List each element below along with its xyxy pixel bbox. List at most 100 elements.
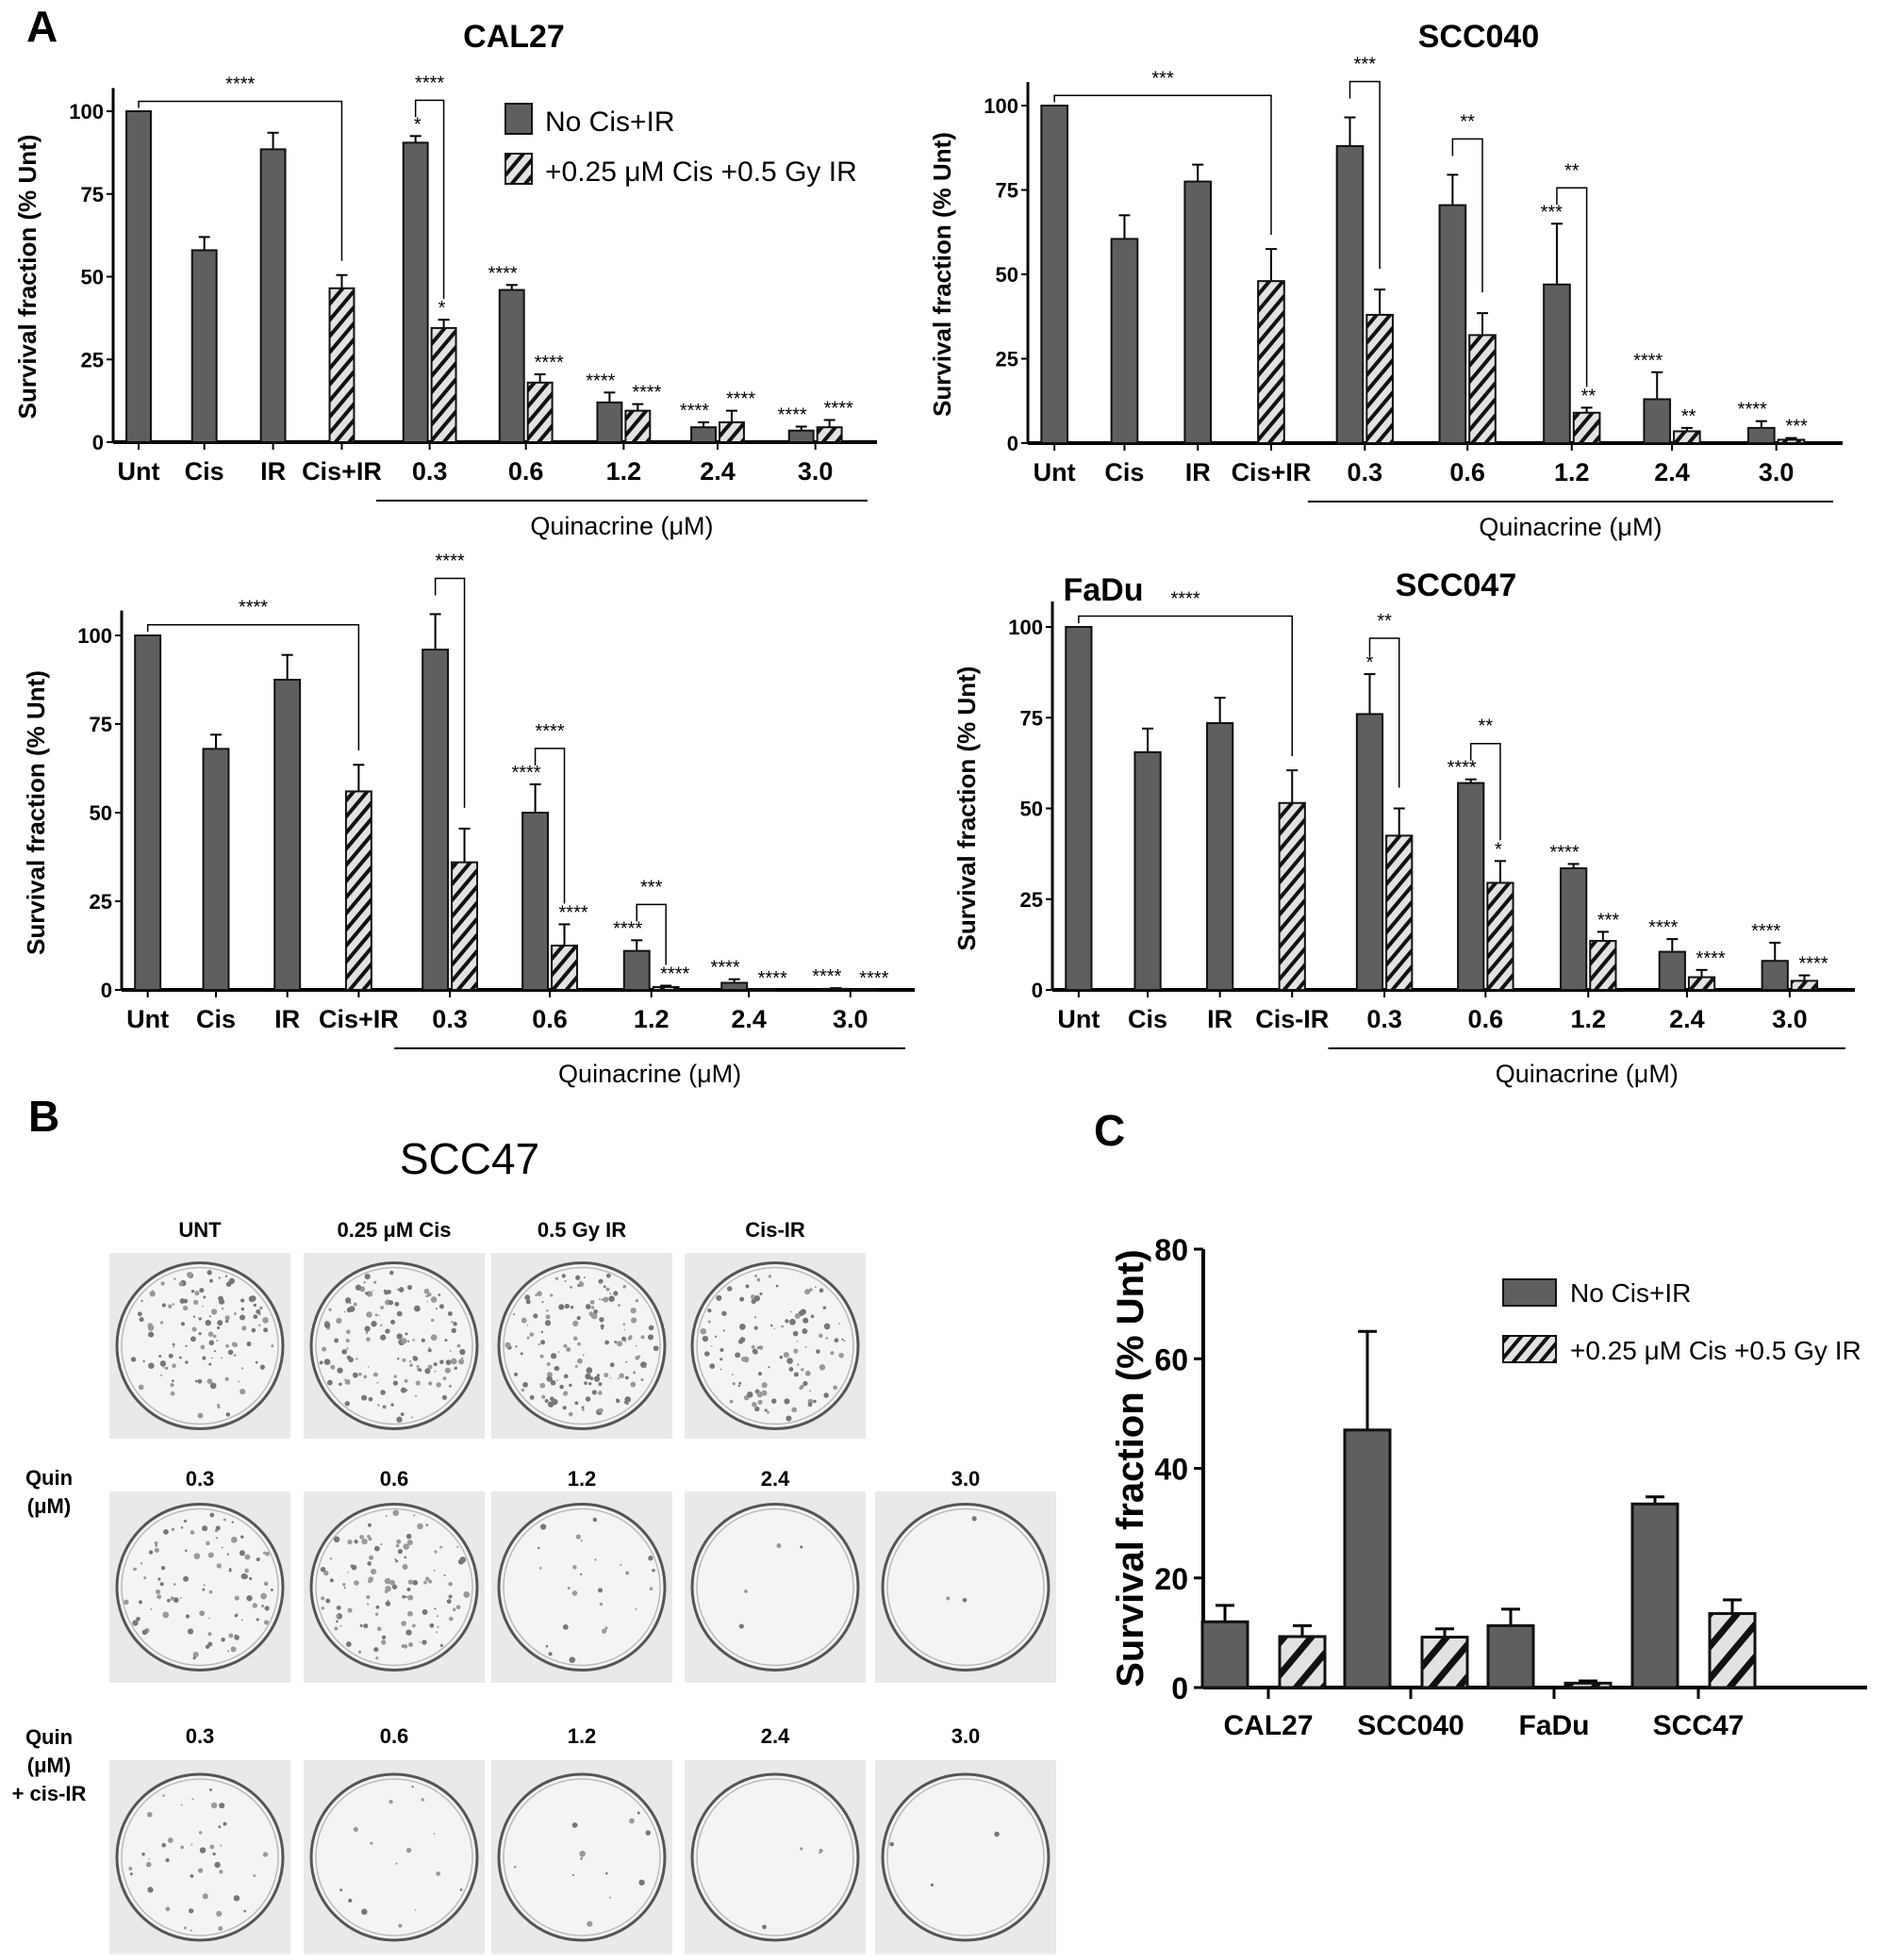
significance-label: **** <box>758 968 787 989</box>
colony <box>402 1564 408 1571</box>
colony <box>154 1541 158 1545</box>
colony <box>587 1920 593 1927</box>
colony <box>577 1342 581 1346</box>
significance-label: **** <box>824 398 853 419</box>
significance-label: * <box>1495 839 1502 860</box>
bar-no-cis-ir <box>622 949 651 992</box>
colony <box>598 1278 604 1284</box>
colony <box>522 1381 528 1388</box>
colony <box>396 1310 403 1317</box>
bar-cis-ir <box>1385 834 1414 991</box>
significance-bracket <box>1469 742 1501 841</box>
bar-no-cis-ir <box>1630 1502 1679 1689</box>
colony <box>231 1342 237 1347</box>
colony <box>405 1629 412 1636</box>
colony <box>449 1350 452 1352</box>
colony <box>216 1537 219 1540</box>
x-tick-label: 0.6 <box>508 457 544 486</box>
colony <box>401 1621 407 1626</box>
colony <box>540 1330 544 1334</box>
colony <box>262 1317 269 1324</box>
survival-chart-cal27: CAL27 0 25 50 75 100 Survival fraction (% Unt)… <box>13 19 877 540</box>
colony <box>439 1359 444 1364</box>
colony <box>380 1324 383 1327</box>
colony <box>810 1314 815 1319</box>
colony <box>409 1363 413 1367</box>
colony <box>394 1301 400 1307</box>
colony <box>347 1572 349 1573</box>
colony <box>214 1861 221 1869</box>
bar-no-cis-ir <box>1560 867 1588 992</box>
colony <box>505 1342 511 1348</box>
colony <box>345 1641 352 1647</box>
colony <box>575 1534 581 1540</box>
colony <box>381 1635 387 1639</box>
significance-label: **** <box>680 401 709 421</box>
colony <box>410 1416 413 1419</box>
colony <box>343 1310 346 1313</box>
colony <box>604 1340 610 1345</box>
x-tick-label: Cis+IR <box>319 1005 399 1033</box>
colony <box>158 1355 162 1359</box>
colony <box>456 1546 459 1548</box>
colony <box>207 1641 213 1647</box>
colony <box>150 1608 153 1610</box>
colony <box>162 1794 165 1797</box>
colony <box>263 1327 269 1333</box>
x-tick-label: 2.4 <box>731 1005 767 1033</box>
colony <box>758 1372 763 1376</box>
colony <box>459 1348 466 1356</box>
colony <box>598 1588 604 1593</box>
colony <box>563 1345 565 1347</box>
colony <box>371 1320 377 1327</box>
colony <box>372 1372 378 1377</box>
colony <box>238 1380 240 1383</box>
colony <box>581 1406 584 1409</box>
colony <box>202 1893 208 1900</box>
colony <box>406 1340 410 1342</box>
colony <box>790 1310 792 1313</box>
significance-label: **** <box>1751 921 1780 942</box>
colony <box>259 1306 263 1310</box>
petri-dish <box>690 1772 860 1942</box>
colony <box>600 1324 604 1328</box>
colony <box>557 1351 560 1353</box>
colony <box>629 1335 633 1339</box>
bar-no-cis-ir <box>521 812 550 991</box>
petri-dish <box>309 1772 479 1942</box>
colony <box>356 1358 358 1360</box>
colony <box>428 1346 431 1349</box>
colony <box>240 1298 245 1303</box>
colony <box>148 1550 154 1555</box>
colony <box>219 1869 223 1874</box>
x-tick-label: Cis+IR <box>302 457 382 486</box>
colony <box>585 1396 591 1402</box>
colony <box>180 1322 186 1326</box>
colony <box>605 1287 610 1292</box>
colony <box>172 1342 175 1346</box>
colony <box>159 1582 164 1587</box>
colony <box>710 1344 713 1347</box>
colony <box>546 1361 551 1367</box>
colony <box>192 1651 199 1658</box>
colony <box>433 1833 436 1835</box>
colony <box>570 1305 574 1309</box>
plate-label: 0.6 <box>380 1467 409 1491</box>
colony <box>375 1605 380 1609</box>
colony <box>781 1325 785 1328</box>
petri-dish-rim <box>886 1778 1045 1936</box>
colony <box>813 1399 817 1404</box>
bar-no-cis-ir <box>1355 713 1384 992</box>
colony <box>364 1273 371 1280</box>
petri-dish <box>497 1503 667 1672</box>
colony <box>515 1345 518 1348</box>
x-tick-label: 3.0 <box>798 457 834 486</box>
bar-cis-ir <box>1257 280 1285 444</box>
colony <box>165 1858 170 1863</box>
colony <box>253 1303 257 1308</box>
colony <box>574 1401 579 1406</box>
colony <box>740 1356 747 1362</box>
colony <box>203 1295 207 1299</box>
petri-dish-rim <box>121 1778 279 1936</box>
colony <box>572 1565 577 1570</box>
